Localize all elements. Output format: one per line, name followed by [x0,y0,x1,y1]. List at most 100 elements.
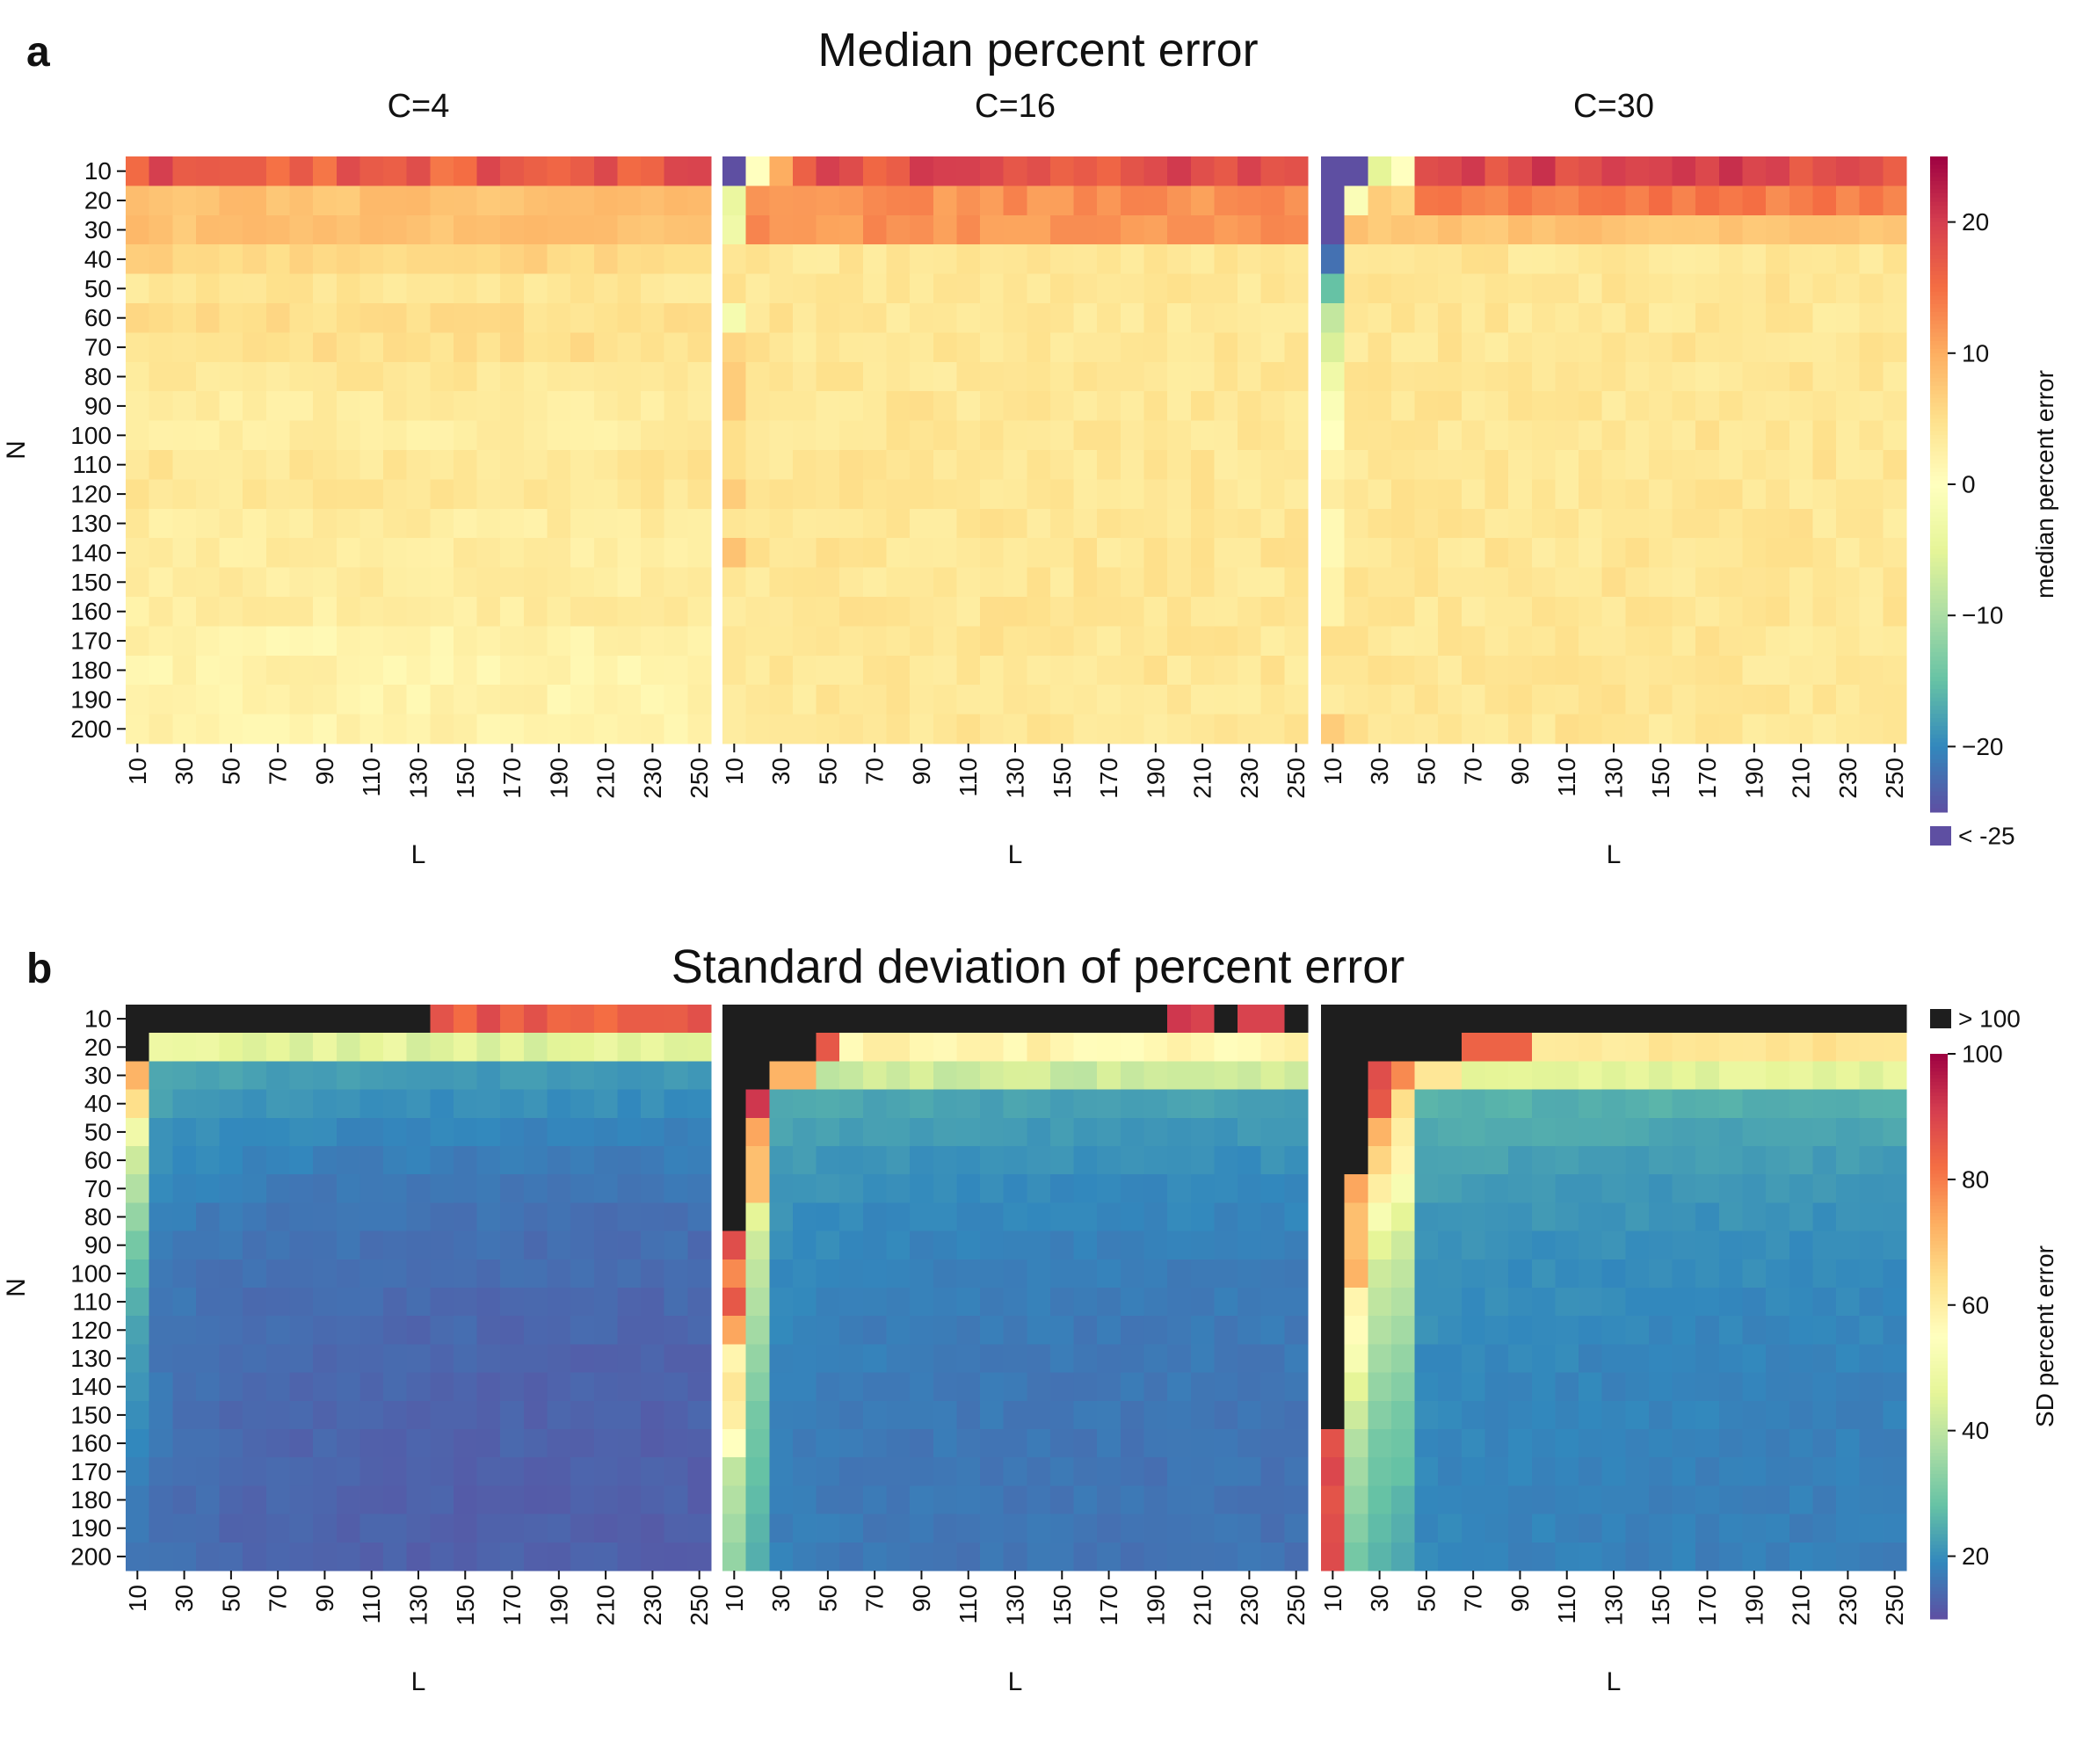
heatmap-cell [243,1089,267,1119]
colorbar-step [1930,492,1948,497]
heatmap-cell [1625,714,1650,744]
heatmap-cell [886,685,911,715]
heatmap-cell [1789,332,1814,363]
heatmap-cell [172,1033,197,1062]
heatmap-cell [547,1033,571,1062]
heatmap-cell [1648,567,1673,598]
heatmap-cell [149,1061,173,1091]
heatmap-cell [933,332,957,363]
heatmap-cell [383,273,408,304]
heatmap-cell [149,1230,173,1260]
heatmap-cell [1003,1372,1027,1402]
heatmap-cell [1214,1202,1238,1232]
heatmap-cell [980,1005,1005,1034]
heatmap-cell [523,1372,548,1402]
heatmap-cell [1120,1146,1145,1175]
heatmap-cell [336,303,360,333]
heatmap-cell [383,1429,408,1458]
heatmap-cell [1167,1485,1192,1515]
heatmap-cell [593,685,619,715]
heatmap-cell [664,185,688,216]
heatmap-cell [1260,1146,1285,1175]
colorbar-step [1930,759,1948,764]
heatmap-cell [1531,420,1556,451]
colorbar-step [1930,1216,1948,1221]
heatmap-cell [289,1457,314,1486]
heatmap-cell [1368,1061,1392,1091]
heatmap-cell [1883,567,1907,598]
heatmap-cell [1695,538,1720,569]
heatmap-cell [956,1344,981,1374]
heatmap-cell [910,361,934,392]
heatmap-cell [383,1316,408,1345]
heatmap-cell [1579,1259,1603,1289]
heatmap-cell [1555,479,1579,510]
heatmap-cell [172,1202,197,1232]
heatmap-cell [1531,1061,1556,1091]
heatmap-cell [1321,1344,1346,1374]
colorbar-step [1930,1194,1948,1200]
heatmap-cell [1742,1316,1767,1345]
heatmap-cell [313,1485,338,1515]
heatmap-cell [956,1400,981,1430]
heatmap-cell [886,1542,911,1572]
colorbar-step [1930,1240,1948,1245]
heatmap-cell [547,567,571,598]
heatmap-cell [687,1344,712,1374]
heatmap-cell [1742,156,1767,186]
heatmap-cell [383,1542,408,1572]
heatmap-cell [1390,1033,1416,1062]
heatmap-cell [617,508,642,539]
heatmap-cell [1601,391,1626,422]
heatmap-cell [500,303,525,333]
heatmap-cell [1579,567,1603,598]
heatmap-cell [641,626,665,657]
heatmap-cell [453,1202,478,1232]
heatmap-cell [313,1259,338,1289]
heatmap-cell [1461,214,1486,245]
heatmap-cell [313,1372,338,1402]
heatmap-cell [313,156,338,186]
colorbar-step [1930,1385,1948,1390]
heatmap-cell [1461,391,1486,422]
heatmap-cell [359,567,384,598]
heatmap-cell [664,156,688,186]
heatmap-cell [219,626,243,657]
heatmap-cell [664,538,688,569]
heatmap-cell [1321,1089,1346,1119]
heatmap-cell [1097,1316,1121,1345]
heatmap-cell [1648,1202,1673,1232]
heatmap-cell [359,1485,384,1515]
heatmap-cell [1027,185,1051,216]
colorbar-step [1930,1121,1948,1125]
heatmap-cell [980,1514,1005,1543]
heatmap-cell [430,1514,454,1543]
heatmap-cell [886,361,911,392]
x-tick-label: 130 [405,1585,432,1626]
heatmap-cell [243,1259,267,1289]
heatmap-cell [745,1033,770,1062]
heatmap-cell [956,1146,981,1175]
colorbar-step [1930,484,1948,490]
heatmap-cell [1049,655,1075,686]
heatmap-cell [1284,538,1309,569]
y-tick-label: 40 [84,245,112,272]
heatmap-cell [1003,273,1027,304]
colorbar-tick-label: 20 [1962,1543,1989,1570]
heatmap-cell [195,1372,221,1402]
heatmap-cell [1143,1485,1168,1515]
colorbar-step [1930,1198,1948,1203]
heatmap-cell [1508,1202,1533,1232]
heatmap-cell [1625,1033,1650,1062]
colorbar-step [1930,664,1948,670]
heatmap-cell [641,567,665,598]
heatmap-cell [769,655,794,686]
heatmap-cell [1484,1033,1509,1062]
heatmap-cell [476,1033,501,1062]
heatmap-cell [1073,1033,1098,1062]
heatmap-cell [1390,1146,1416,1175]
heatmap-cell [1672,1344,1696,1374]
heatmap-cell [1601,273,1626,304]
heatmap-cell [722,1400,747,1430]
heatmap-cell [1368,332,1392,363]
